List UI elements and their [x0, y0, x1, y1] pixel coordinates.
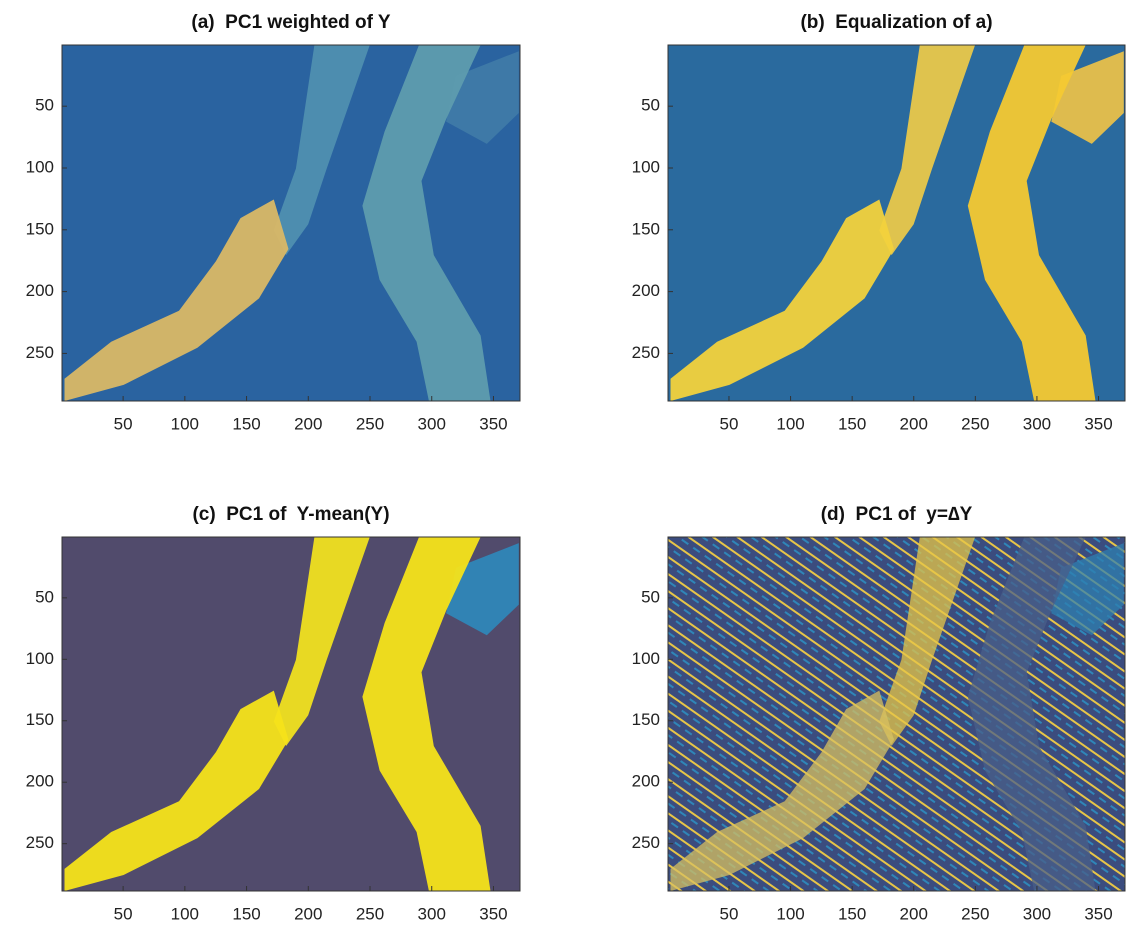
y-tick-label: 150	[632, 219, 660, 238]
x-tick-label: 300	[1023, 904, 1051, 923]
x-tick-label: 250	[961, 904, 989, 923]
panel-title: (b) Equalization of a)	[800, 12, 992, 33]
image-plume	[879, 45, 976, 256]
image-plume	[879, 537, 976, 746]
x-tick-label: 200	[294, 414, 322, 433]
x-tick-label: 350	[479, 904, 507, 923]
panel: (d) PC1 of y=∆Y 50 100 150 200 250 300 350 50 100…	[632, 504, 1126, 923]
x-tick-label: 250	[356, 414, 384, 433]
y-tick-label: 150	[632, 710, 660, 729]
image	[62, 537, 520, 891]
x-tick-label: 100	[171, 904, 199, 923]
x-tick-label: 150	[838, 414, 866, 433]
x-tick-label: 150	[232, 414, 260, 433]
image-city	[64, 690, 289, 891]
x-tick-label: 100	[776, 414, 804, 433]
axes-box	[667, 44, 1126, 402]
panel-title: (c) PC1 of Y-mean(Y)	[192, 504, 389, 525]
y-tick-label: 200	[26, 281, 54, 300]
panel-title: (a) PC1 weighted of Y	[191, 12, 391, 33]
y-tick-label: 250	[632, 343, 660, 362]
y-tick-label: 200	[632, 281, 660, 300]
axes-box	[667, 536, 1126, 892]
image-river	[967, 537, 1096, 891]
image	[62, 45, 520, 401]
y-tick-label: 250	[632, 833, 660, 852]
image-city	[670, 690, 894, 891]
image	[668, 537, 1125, 891]
panel: (b) Equalization of a) 50 100 150 200 250 300 3…	[632, 12, 1126, 433]
y-tick-label: 150	[26, 219, 54, 238]
panel: (a) PC1 weighted of Y 50 100 150 200 250 300 35…	[26, 12, 521, 433]
y-tick-label: 150	[26, 710, 54, 729]
image-river	[967, 45, 1096, 401]
x-tick-label: 350	[1084, 414, 1112, 433]
y-tick-label: 100	[632, 157, 660, 176]
panel-title: (d) PC1 of y=∆Y	[821, 504, 973, 525]
x-tick-label: 300	[1023, 414, 1051, 433]
x-tick-label: 50	[720, 414, 739, 433]
y-tick-label: 250	[26, 343, 54, 362]
x-tick-label: 200	[900, 414, 928, 433]
image-city	[64, 199, 289, 401]
x-tick-label: 300	[418, 904, 446, 923]
y-tick-label: 50	[641, 96, 660, 115]
y-tick-label: 100	[26, 649, 54, 668]
x-tick-label: 250	[356, 904, 384, 923]
x-tick-label: 50	[114, 904, 133, 923]
y-tick-label: 250	[26, 833, 54, 852]
x-tick-label: 200	[900, 904, 928, 923]
x-tick-label: 350	[479, 414, 507, 433]
x-tick-label: 350	[1084, 904, 1112, 923]
axes-box	[61, 44, 521, 402]
y-tick-label: 50	[35, 96, 54, 115]
x-tick-label: 50	[720, 904, 739, 923]
y-tick-label: 100	[26, 157, 54, 176]
panel: (c) PC1 of Y-mean(Y) 50 100 150 200 250 300 350…	[26, 504, 521, 923]
y-tick-label: 100	[632, 649, 660, 668]
y-tick-label: 200	[26, 772, 54, 791]
y-tick-label: 50	[641, 587, 660, 606]
x-tick-label: 50	[114, 414, 133, 433]
image	[668, 45, 1125, 401]
y-tick-label: 200	[632, 772, 660, 791]
image-city	[670, 199, 894, 401]
x-tick-label: 250	[961, 414, 989, 433]
x-tick-label: 150	[232, 904, 260, 923]
image-plume	[273, 45, 370, 256]
x-tick-label: 100	[171, 414, 199, 433]
x-tick-label: 100	[776, 904, 804, 923]
x-tick-label: 200	[294, 904, 322, 923]
x-tick-label: 300	[418, 414, 446, 433]
image-plume	[273, 537, 370, 746]
axes-box	[61, 536, 521, 892]
image-river	[362, 45, 491, 401]
y-tick-label: 50	[35, 587, 54, 606]
image-river	[362, 537, 491, 891]
x-tick-label: 150	[838, 904, 866, 923]
